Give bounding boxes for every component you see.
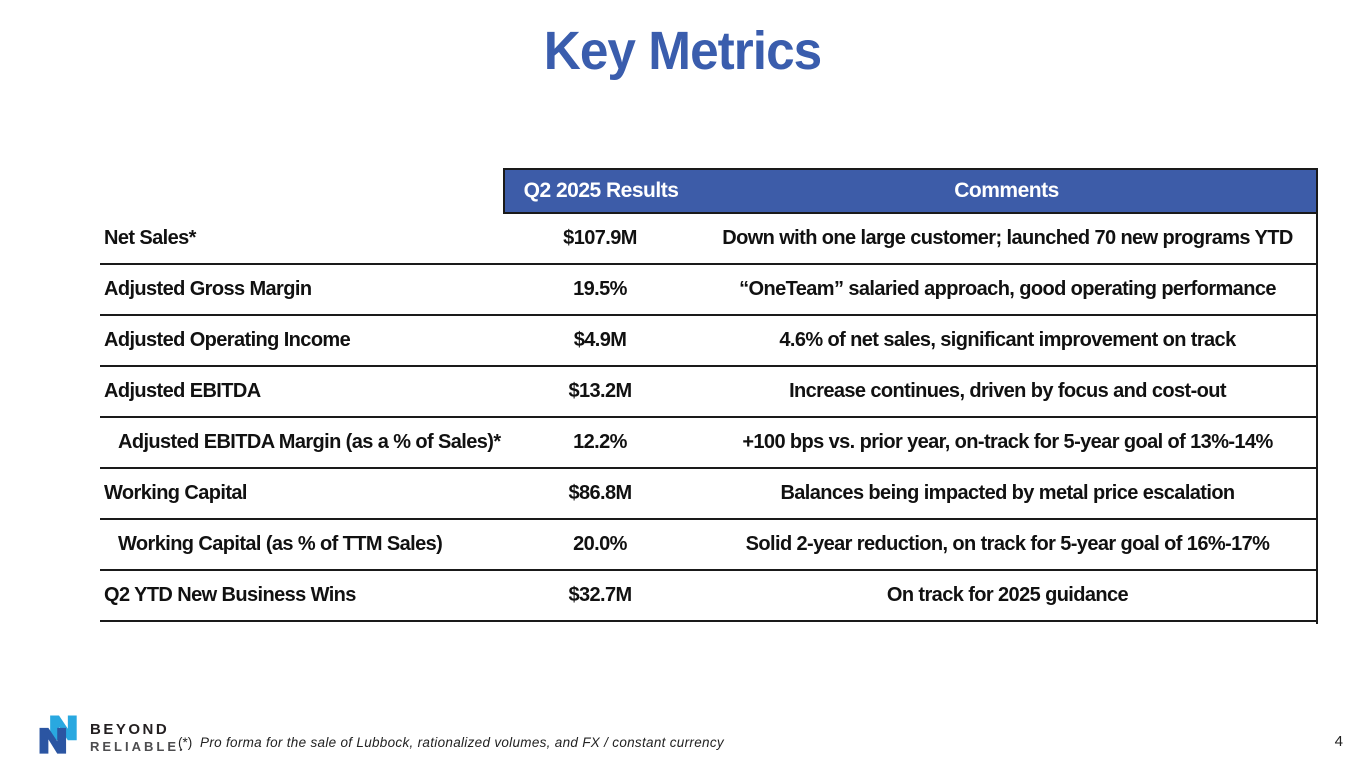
table-body: Net Sales* $107.9M Down with one large c… [100,214,1318,622]
company-logo: BEYOND RELIABLE. [36,715,186,760]
table-right-border [1316,168,1318,624]
value-cell: 20.0% [573,533,627,555]
metric-cell: Working Capital [104,482,247,504]
column-header-comments: Comments [954,179,1059,202]
table-row: Adjusted Operating Income $4.9M 4.6% of … [100,316,1318,367]
metric-cell: Working Capital (as % of TTM Sales) [118,533,443,555]
column-header-q2-results: Q2 2025 Results [523,179,679,202]
footnote: (*) Pro forma for the sale of Lubbock, r… [178,735,724,750]
value-cell: 19.5% [573,278,627,300]
comment-cell: Down with one large customer; launched 7… [722,227,1293,249]
comment-cell: On track for 2025 guidance [886,584,1129,606]
page-number: 4 [1334,733,1343,750]
table-row: Adjusted EBITDA Margin (as a % of Sales)… [100,418,1318,469]
beyond-reliable-n-mark-icon [36,715,82,760]
table-row: Working Capital $86.8M Balances being im… [100,469,1318,520]
metric-cell: Adjusted EBITDA [104,380,261,402]
value-cell: $107.9M [563,227,637,249]
footnote-text: Pro forma for the sale of Lubbock, ratio… [200,735,724,750]
footnote-marker: (*) [178,735,193,750]
comment-cell: “OneTeam” salaried approach, good operat… [739,278,1276,300]
value-cell: $86.8M [568,482,632,504]
metric-cell: Net Sales* [104,227,196,249]
logo-line2: RELIABLE. [90,739,186,754]
value-cell: $4.9M [573,329,627,351]
metric-cell: Adjusted Gross Margin [104,278,312,300]
table-header-row: Q2 2025 Results Comments [503,168,1318,214]
table-row: Adjusted Gross Margin 19.5% “OneTeam” sa… [100,265,1318,316]
metric-cell: Adjusted EBITDA Margin (as a % of Sales)… [118,431,501,453]
comment-cell: Increase continues, driven by focus and … [789,380,1226,402]
page-title: Key Metrics [543,21,822,81]
value-cell: $13.2M [568,380,632,402]
table-row: Q2 YTD New Business Wins $32.7M On track… [100,571,1318,622]
logo-line1: BEYOND [90,721,170,738]
value-cell: $32.7M [568,584,632,606]
value-cell: 12.2% [573,431,627,453]
logo-text: BEYOND RELIABLE. [90,721,186,754]
metric-cell: Q2 YTD New Business Wins [104,584,356,606]
slide-footer: BEYOND RELIABLE. (*) Pro forma for the s… [0,708,1365,768]
table-row: Adjusted EBITDA $13.2M Increase continue… [100,367,1318,418]
comment-cell: 4.6% of net sales, significant improveme… [779,329,1236,351]
comment-cell: +100 bps vs. prior year, on-track for 5-… [742,431,1273,453]
metric-cell: Adjusted Operating Income [104,329,351,351]
comment-cell: Balances being impacted by metal price e… [780,482,1235,504]
table-row: Working Capital (as % of TTM Sales) 20.0… [100,520,1318,571]
comment-cell: Solid 2-year reduction, on track for 5-y… [745,533,1270,555]
table-row: Net Sales* $107.9M Down with one large c… [100,214,1318,265]
